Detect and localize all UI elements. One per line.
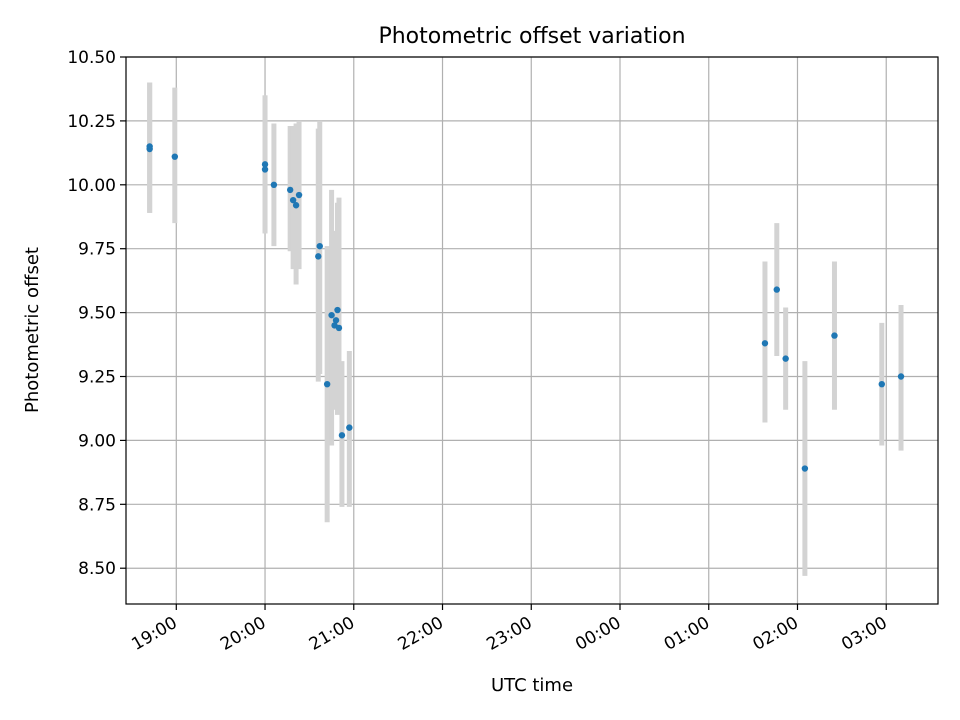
y-axis-label: Photometric offset (22, 247, 43, 413)
data-point (338, 432, 346, 439)
data-point (897, 373, 905, 380)
y-tick-label: 9.25 (78, 368, 116, 388)
data-points (146, 143, 905, 472)
data-point (335, 324, 343, 332)
data-point (261, 161, 269, 168)
data-point (346, 424, 353, 431)
y-tick-label: 9.50 (78, 304, 116, 324)
data-point (146, 145, 153, 153)
data-point (286, 186, 294, 194)
y-tick-label: 10.50 (67, 48, 116, 68)
data-point (328, 311, 335, 319)
chart-title: Photometric offset variation (378, 24, 685, 49)
data-point (270, 181, 278, 189)
data-point (323, 380, 331, 388)
y-tick-label: 10.25 (67, 112, 116, 132)
data-point (831, 332, 838, 339)
data-point (261, 166, 269, 173)
data-point (171, 153, 179, 160)
data-point (801, 465, 809, 472)
data-point (878, 380, 885, 388)
y-axis-ticks: 8.50 8.75 9.00 9.25 9.50 9.75 10.00 10.25 10.50 (67, 48, 126, 579)
data-point (315, 253, 322, 260)
y-tick-label: 9.00 (78, 431, 116, 451)
data-point (292, 202, 300, 209)
data-point (334, 306, 341, 314)
y-tick-label: 10.00 (67, 176, 116, 196)
data-point (761, 340, 769, 347)
data-point (316, 242, 323, 250)
data-point (295, 191, 303, 199)
y-tick-label: 8.50 (78, 559, 116, 579)
data-point (773, 286, 780, 293)
y-tick-label: 9.75 (78, 240, 116, 260)
data-point (332, 317, 340, 324)
y-tick-label: 8.75 (78, 495, 116, 515)
data-point (289, 196, 297, 204)
plot-frame (125, 56, 939, 605)
x-axis-label: UTC time (491, 675, 573, 696)
data-point (782, 355, 789, 362)
